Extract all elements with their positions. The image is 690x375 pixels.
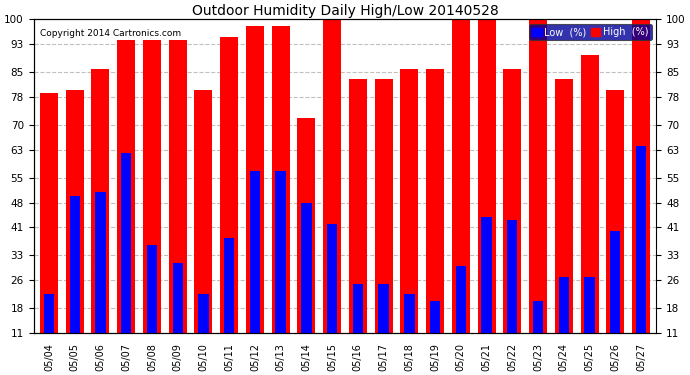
- Bar: [147, 245, 157, 372]
- Bar: [455, 266, 466, 372]
- Bar: [70, 195, 80, 372]
- Bar: [66, 90, 83, 372]
- Bar: [503, 69, 522, 372]
- Bar: [507, 220, 518, 372]
- Bar: [559, 277, 569, 372]
- Bar: [143, 40, 161, 372]
- Bar: [353, 284, 363, 372]
- Bar: [43, 294, 54, 372]
- Bar: [250, 171, 260, 372]
- Title: Outdoor Humidity Daily High/Low 20140528: Outdoor Humidity Daily High/Low 20140528: [192, 4, 498, 18]
- Bar: [404, 294, 415, 372]
- Bar: [246, 26, 264, 372]
- Bar: [400, 69, 418, 372]
- Bar: [607, 90, 624, 372]
- Bar: [224, 238, 235, 372]
- Bar: [272, 26, 290, 372]
- Bar: [172, 262, 183, 372]
- Bar: [632, 20, 650, 372]
- Bar: [195, 90, 213, 372]
- Bar: [584, 277, 595, 372]
- Bar: [302, 202, 311, 372]
- Bar: [323, 20, 341, 372]
- Legend: Low  (%), High  (%): Low (%), High (%): [529, 24, 651, 40]
- Bar: [555, 79, 573, 372]
- Bar: [95, 192, 106, 372]
- Bar: [92, 69, 110, 372]
- Bar: [198, 294, 208, 372]
- Bar: [168, 40, 187, 372]
- Bar: [430, 301, 440, 372]
- Bar: [40, 93, 58, 372]
- Bar: [327, 224, 337, 372]
- Bar: [477, 20, 495, 372]
- Text: Copyright 2014 Cartronics.com: Copyright 2014 Cartronics.com: [40, 29, 181, 38]
- Bar: [220, 37, 238, 372]
- Bar: [426, 69, 444, 372]
- Bar: [275, 171, 286, 372]
- Bar: [636, 146, 647, 372]
- Bar: [529, 20, 547, 372]
- Bar: [121, 153, 131, 372]
- Bar: [117, 40, 135, 372]
- Bar: [297, 118, 315, 372]
- Bar: [349, 79, 367, 372]
- Bar: [375, 79, 393, 372]
- Bar: [610, 231, 620, 372]
- Bar: [482, 217, 492, 372]
- Bar: [580, 55, 598, 372]
- Bar: [452, 20, 470, 372]
- Bar: [533, 301, 543, 372]
- Bar: [379, 284, 388, 372]
